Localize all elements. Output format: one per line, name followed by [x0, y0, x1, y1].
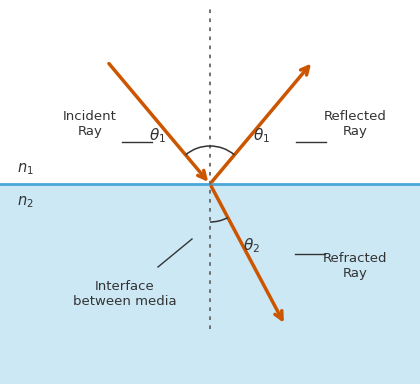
Text: $\theta_2$: $\theta_2$: [244, 237, 260, 255]
Text: $n_1$: $n_1$: [17, 161, 33, 177]
Text: Incident
Ray: Incident Ray: [63, 110, 117, 138]
Text: Interface
between media: Interface between media: [73, 280, 177, 308]
Text: $\theta_1$: $\theta_1$: [254, 127, 270, 146]
Text: $n_2$: $n_2$: [17, 194, 33, 210]
Text: $\theta_1$: $\theta_1$: [150, 127, 166, 146]
Text: Refracted
Ray: Refracted Ray: [323, 252, 387, 280]
Text: Reflected
Ray: Reflected Ray: [323, 110, 386, 138]
